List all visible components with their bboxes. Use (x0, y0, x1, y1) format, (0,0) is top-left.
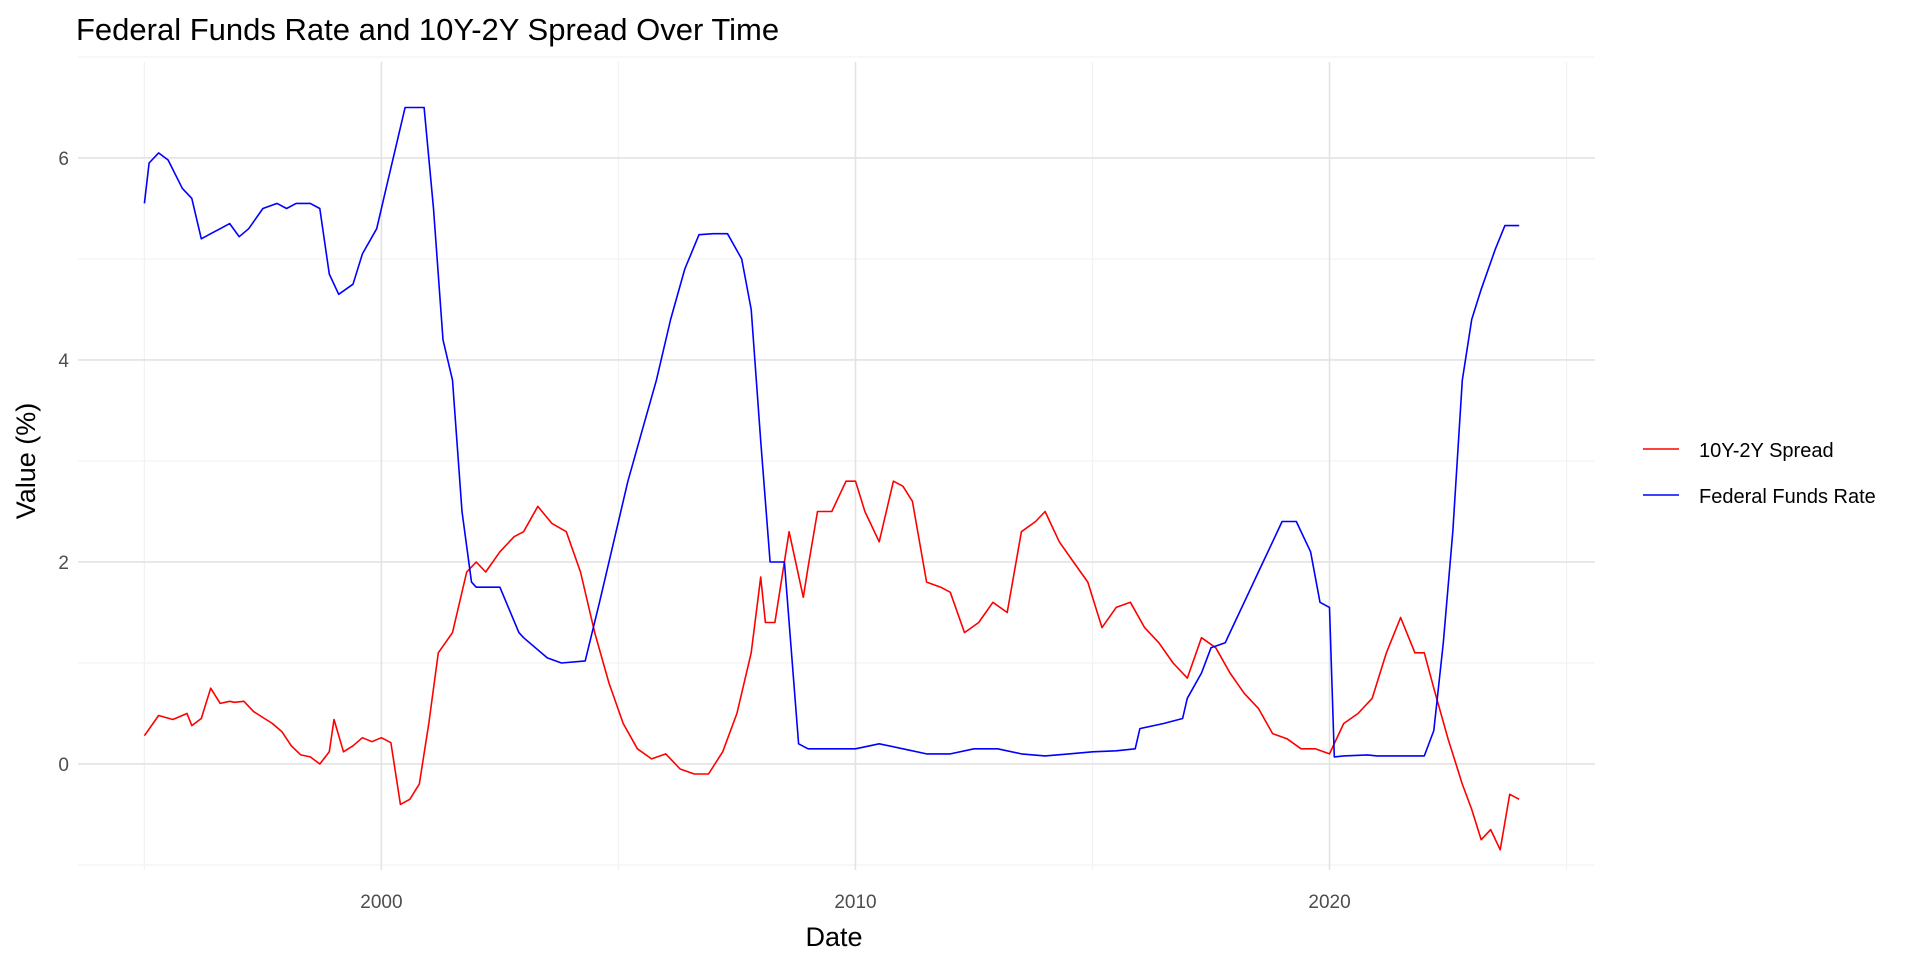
x-tick-label-2: 2020 (1308, 892, 1350, 913)
legend-label-fed-funds: Federal Funds Rate (1699, 486, 1876, 508)
y-tick-label-0: 0 (58, 755, 69, 776)
x-axis-label: Date (805, 922, 862, 952)
x-tick-label-1: 2010 (834, 892, 876, 913)
y-tick-label-1: 2 (58, 553, 69, 574)
series-line-1 (143, 106, 1520, 758)
y-axis-label: Value (%) (11, 403, 41, 520)
x-tick-label-0: 2000 (360, 892, 402, 913)
grid-lines (78, 56, 1595, 870)
legend-label-spread: 10Y-2Y Spread (1699, 440, 1834, 462)
series-lines (143, 106, 1520, 851)
x-axis-ticks: 2000 2010 2020 (360, 892, 1350, 913)
y-axis-ticks: 0 2 4 6 (58, 149, 69, 776)
chart-title: Federal Funds Rate and 10Y-2Y Spread Ove… (76, 12, 779, 47)
series-line-0 (143, 480, 1520, 851)
y-tick-label-3: 6 (58, 149, 69, 170)
legend: 10Y-2Y Spread Federal Funds Rate (1643, 440, 1876, 508)
y-tick-label-2: 4 (58, 351, 69, 372)
